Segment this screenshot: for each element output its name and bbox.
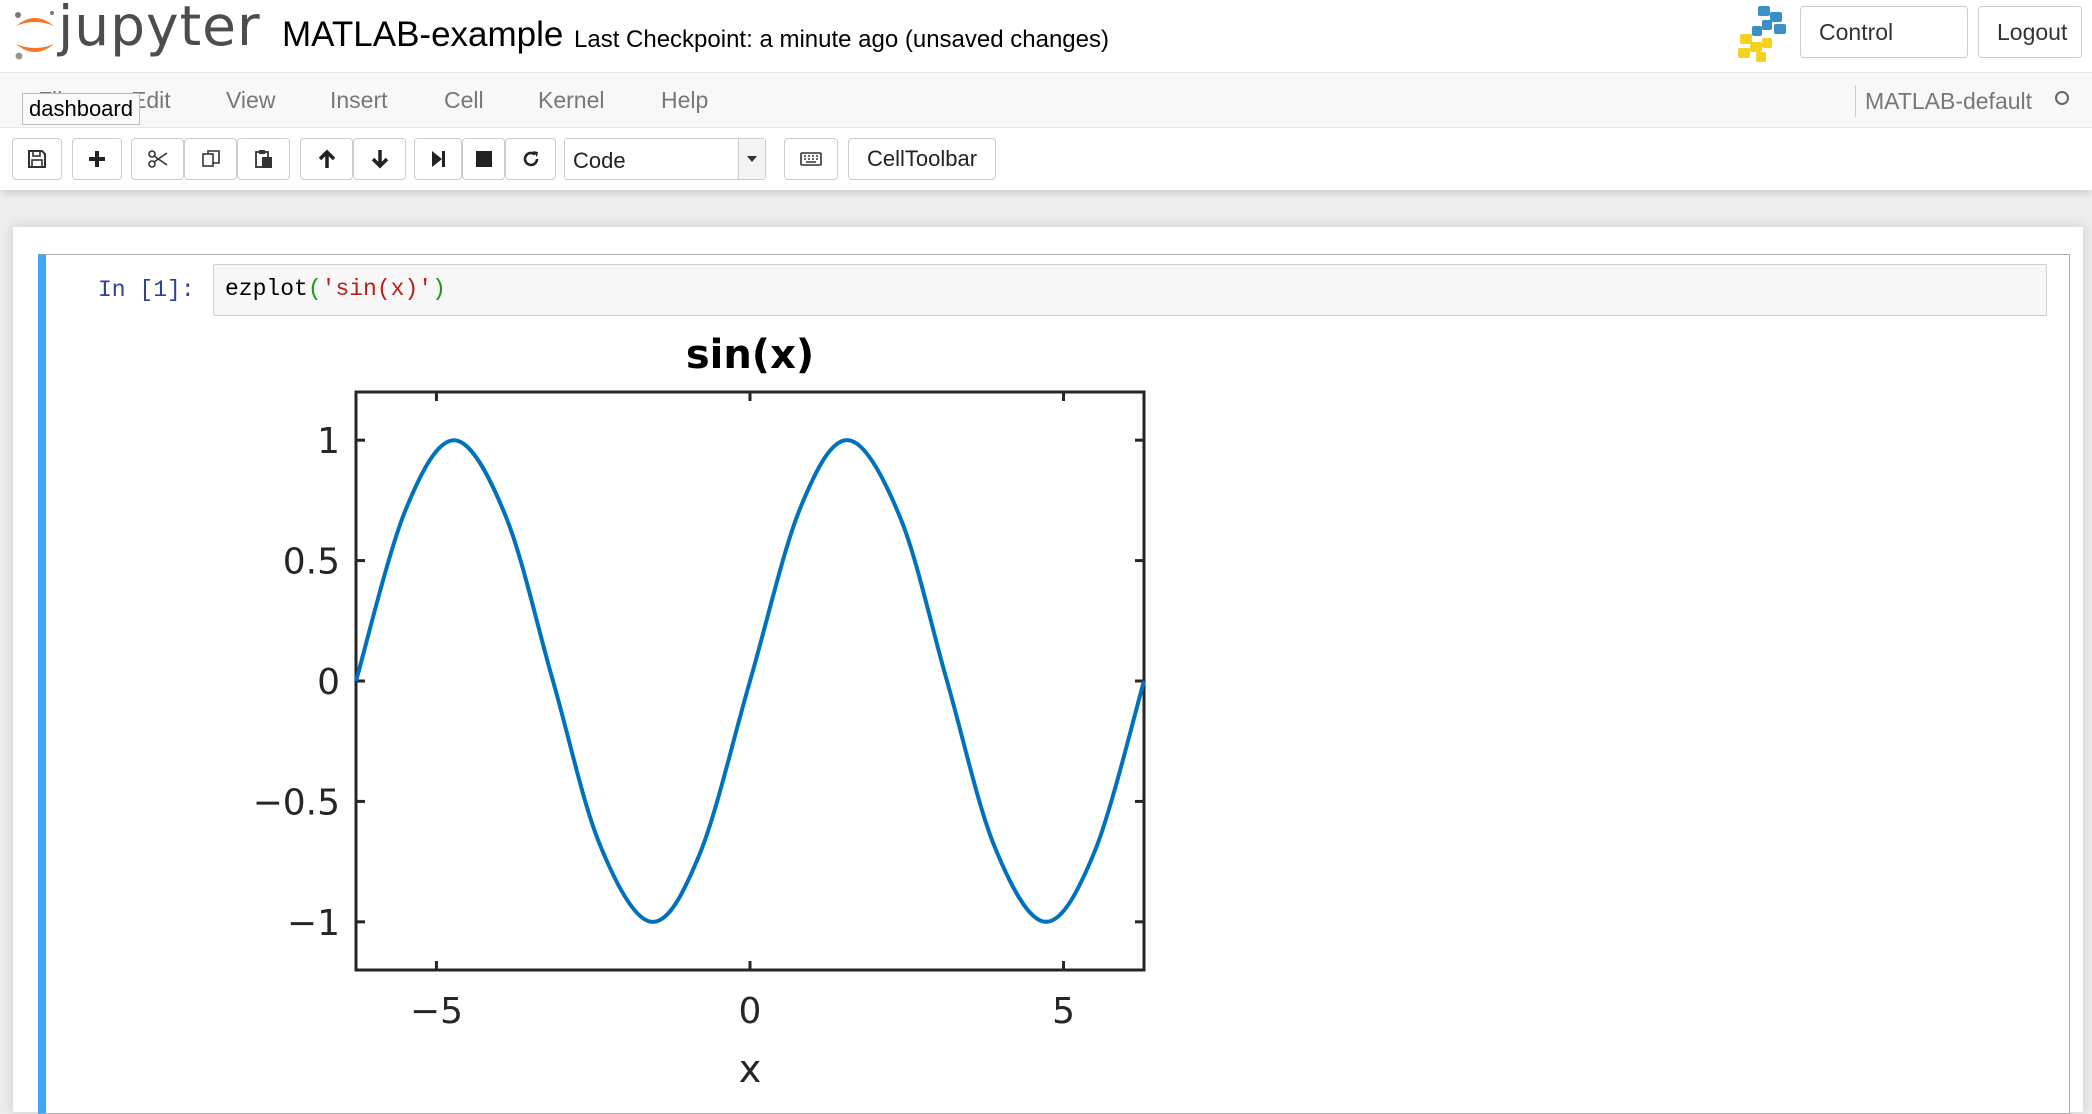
arrow-down-icon xyxy=(369,148,391,170)
x-tick-label: −5 xyxy=(410,991,463,1032)
move-up-button[interactable] xyxy=(300,138,353,180)
paste-button[interactable] xyxy=(237,138,290,180)
menu-insert[interactable]: Insert xyxy=(330,87,388,114)
x-tick-label: 0 xyxy=(739,991,762,1032)
keyboard-icon xyxy=(800,148,822,170)
kernel-divider xyxy=(1855,85,1856,117)
arrow-up-icon xyxy=(316,148,338,170)
toolbar: Code CellToolbar xyxy=(0,128,2092,190)
kernel-logo-icon xyxy=(1734,4,1796,66)
command-palette-button[interactable] xyxy=(784,138,838,180)
code-string: 'sin(x)' xyxy=(322,276,432,302)
y-tick-label: −0.5 xyxy=(253,782,340,823)
x-tick-label: 5 xyxy=(1052,991,1075,1032)
paste-icon xyxy=(253,148,275,170)
tooltip: dashboard xyxy=(22,93,140,125)
step-forward-icon xyxy=(427,148,449,170)
chevron-down-icon xyxy=(738,139,765,179)
y-tick-label: 0.5 xyxy=(283,542,340,583)
output-plot: 1 0.5 0 −0.5 −1 −5 0 5 sin(x) x xyxy=(240,320,1160,1100)
cut-icon xyxy=(147,148,169,170)
menubar: File Edit View Insert Cell Kernel Help xyxy=(0,73,2092,128)
input-prompt: In [1]: xyxy=(98,277,195,303)
plus-icon xyxy=(86,148,108,170)
plot-title: sin(x) xyxy=(686,332,814,378)
save-button[interactable] xyxy=(12,138,62,180)
y-tick-label: −1 xyxy=(287,903,340,944)
celltoolbar-button[interactable]: CellToolbar xyxy=(848,138,996,180)
menu-kernel[interactable]: Kernel xyxy=(538,87,604,114)
y-tick-label: 0 xyxy=(317,662,340,703)
cut-button[interactable] xyxy=(131,138,184,180)
save-icon xyxy=(26,148,48,170)
code-editor[interactable]: ezplot('sin(x)') xyxy=(213,264,2047,316)
checkpoint-status: Last Checkpoint: a minute ago (unsaved c… xyxy=(574,26,1109,54)
notebook-name[interactable]: MATLAB-example xyxy=(282,15,563,55)
code-paren-close: ) xyxy=(432,276,446,302)
restart-button[interactable] xyxy=(505,138,556,180)
jupyter-logo-icon[interactable] xyxy=(10,4,60,64)
header: jupyter MATLAB-example Last Checkpoint: … xyxy=(0,0,2092,73)
stop-icon xyxy=(473,148,495,170)
code-paren-open: ( xyxy=(308,276,322,302)
kernel-status-icon xyxy=(2055,91,2069,105)
copy-icon xyxy=(200,148,222,170)
copy-button[interactable] xyxy=(184,138,237,180)
code-text: ezplot('sin(x)') xyxy=(225,276,446,302)
insert-cell-button[interactable] xyxy=(72,138,122,180)
cell-type-select[interactable]: Code xyxy=(564,138,766,180)
x-axis-label: x xyxy=(739,1047,762,1091)
interrupt-button[interactable] xyxy=(462,138,505,180)
jupyter-logo-text: jupyter xyxy=(58,0,261,58)
y-tick-label: 1 xyxy=(317,421,340,462)
run-button[interactable] xyxy=(414,138,462,180)
menu-view[interactable]: View xyxy=(226,87,275,114)
kernel-name: MATLAB-default xyxy=(1865,88,2032,115)
menu-cell[interactable]: Cell xyxy=(444,87,484,114)
menu-help[interactable]: Help xyxy=(661,87,708,114)
logout-button[interactable]: Logout xyxy=(1978,6,2082,58)
cell-type-value: Code xyxy=(573,148,626,174)
refresh-icon xyxy=(520,148,542,170)
control-panel-button[interactable]: Control Panel xyxy=(1800,6,1968,58)
move-down-button[interactable] xyxy=(353,138,406,180)
code-function: ezplot xyxy=(225,276,308,302)
